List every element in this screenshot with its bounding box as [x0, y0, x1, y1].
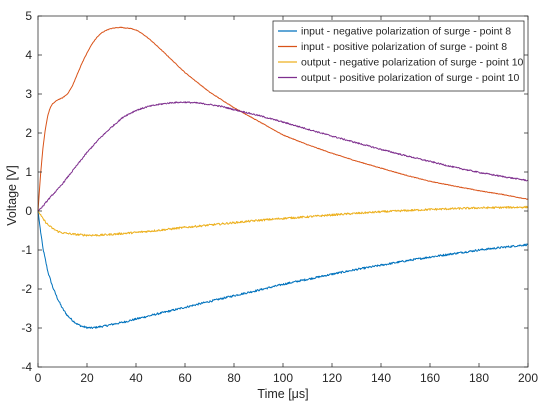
x-tick-label: 60 [178, 371, 192, 385]
y-tick-label: -1 [21, 243, 32, 257]
y-tick-label: 3 [25, 87, 32, 101]
legend-box [272, 20, 525, 92]
legend-label-4: output - positive polarization of surge … [301, 72, 519, 84]
legend-label-1: input - negative polarization of surge -… [301, 26, 511, 38]
x-tick-label: 120 [322, 371, 342, 385]
x-axis-label: Time [μs] [257, 387, 308, 401]
series-line-4 [37, 101, 529, 212]
x-tick-label: 180 [469, 371, 489, 385]
y-tick-label: -4 [21, 360, 32, 374]
x-tick-label: 20 [80, 371, 94, 385]
y-tick-label: 2 [25, 126, 32, 140]
x-tick-label: 200 [518, 371, 538, 385]
legend: input - negative polarization of surge -… [272, 20, 525, 92]
x-tick-label: 100 [273, 371, 293, 385]
ticks-layer: 0 20 40 60 80 100 120 140 160 180 200 -4 -3 -2 -1 0 1 2 3 4… [21, 9, 538, 385]
series-line-1 [37, 210, 529, 330]
y-tick-label: 4 [25, 48, 32, 62]
y-axis-label: Voltage [V] [5, 165, 19, 225]
x-tick-label: 0 [35, 371, 42, 385]
y-tick-label: 1 [25, 165, 32, 179]
series-line-2 [37, 26, 529, 212]
x-tick-label: 160 [420, 371, 440, 385]
y-tick-label: -3 [21, 321, 32, 335]
x-tick-label: 40 [129, 371, 143, 385]
series-line-3 [37, 205, 529, 237]
y-tick-label: 5 [25, 9, 32, 23]
y-tick-label: 0 [25, 204, 32, 218]
y-tick-label: -2 [21, 282, 32, 296]
x-tick-label: 80 [227, 371, 241, 385]
legend-label-2: input - positive polarization of surge -… [301, 41, 507, 53]
x-tick-label: 140 [371, 371, 391, 385]
legend-label-3: output - negative polarization of surge … [301, 57, 524, 69]
series-layer [37, 26, 529, 330]
